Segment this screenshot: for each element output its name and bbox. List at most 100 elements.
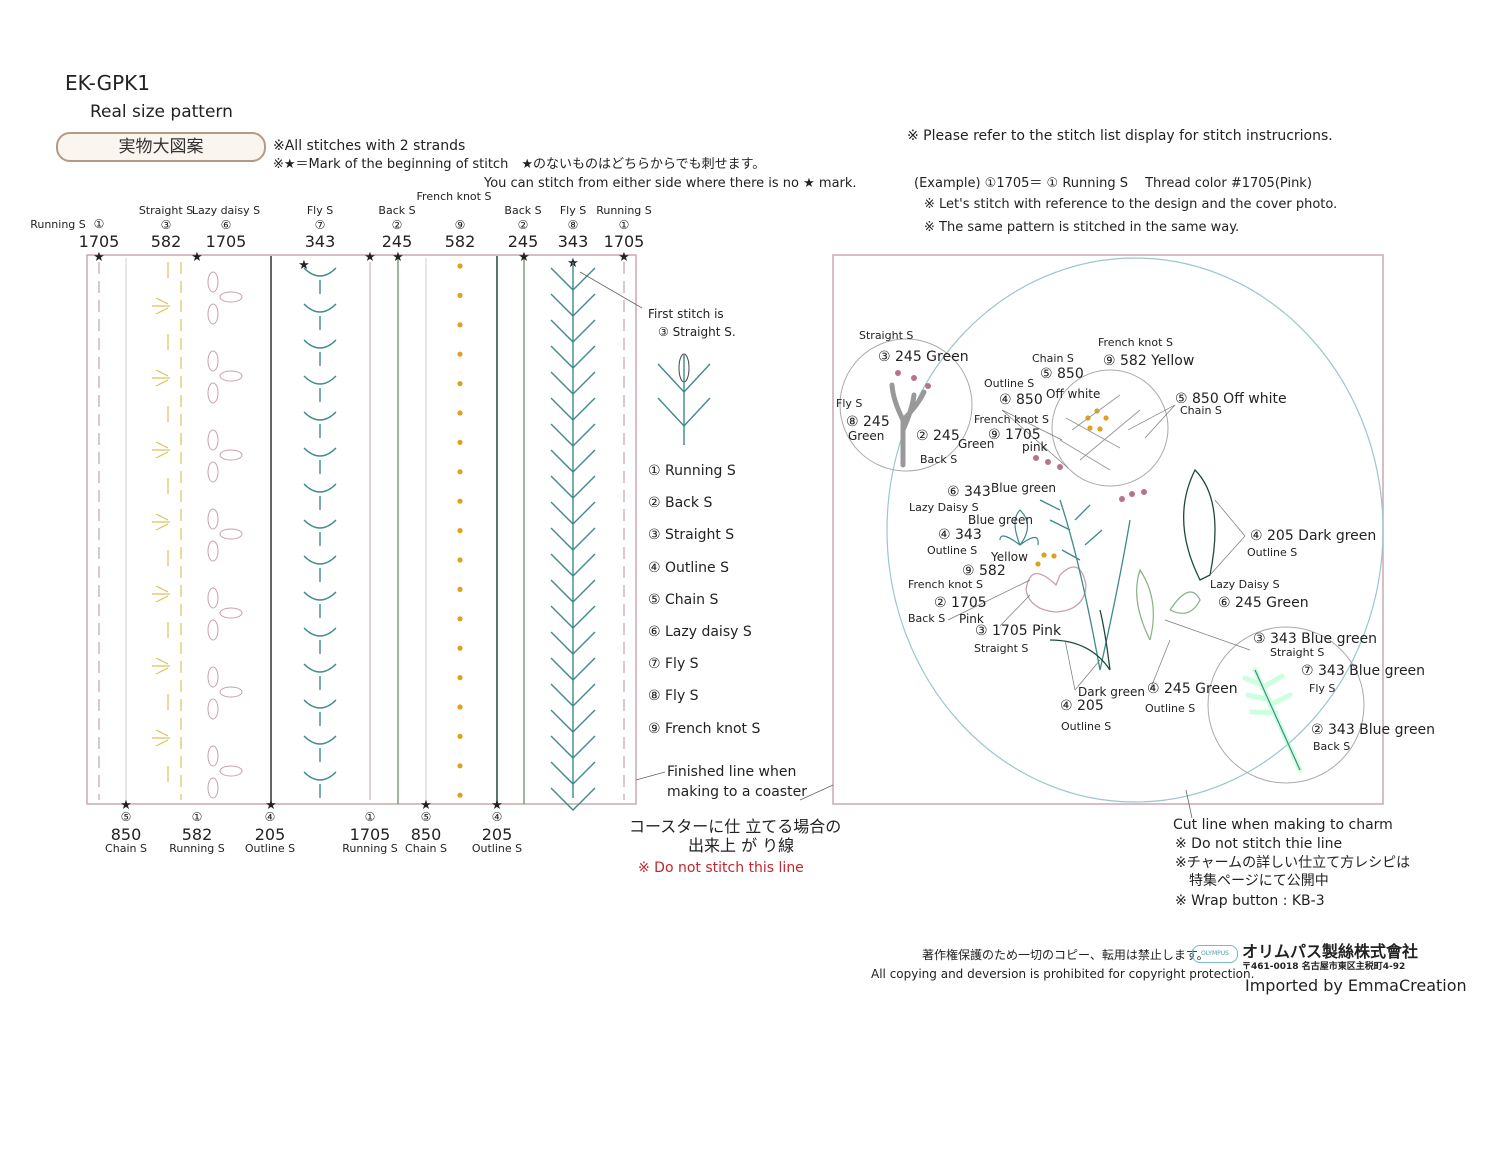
lazy-daisy-petal bbox=[207, 619, 219, 641]
star-mark-icon: ★ bbox=[93, 250, 105, 265]
fly-stitch bbox=[550, 345, 596, 369]
annotation-label: Fly S bbox=[1309, 682, 1336, 695]
legend-item: ⑨ French knot S bbox=[648, 720, 761, 737]
french-knot-dot bbox=[1097, 426, 1103, 432]
star-mark-icon: ★ bbox=[518, 250, 530, 265]
company-name: オリムパス製絲株式會社 bbox=[1242, 942, 1419, 961]
stitch-line bbox=[155, 297, 169, 305]
coaster-line-label-2: making to a coaster bbox=[667, 784, 807, 800]
french-knot-dot bbox=[457, 322, 463, 328]
leader-line bbox=[1001, 409, 1063, 441]
fly-stitch bbox=[303, 663, 337, 690]
annotation-label: ④ 850 bbox=[999, 392, 1043, 408]
annotation-label: Back S bbox=[908, 612, 946, 625]
bottom-label-thread: 1705 bbox=[349, 825, 391, 844]
olympus-logo: OLYMPUS bbox=[1192, 945, 1238, 963]
stitch-line bbox=[155, 379, 169, 387]
bottom-label-thread: 850 bbox=[110, 825, 142, 844]
star-mark-icon: ★ bbox=[364, 250, 376, 265]
annotation-label: ② 1705 bbox=[934, 595, 987, 611]
french-knot-dot bbox=[457, 439, 463, 445]
leader-line bbox=[1164, 619, 1251, 651]
french-knot-dot bbox=[1119, 496, 1125, 502]
bottom-label-number: ⑤ bbox=[120, 810, 132, 824]
lazy-daisy-petal bbox=[207, 540, 219, 562]
french-knot-dot bbox=[1103, 415, 1109, 421]
annotation-label: ④ 205 bbox=[1060, 698, 1104, 714]
fly-stitch bbox=[550, 761, 596, 785]
bottom-label-number: ④ bbox=[491, 810, 503, 824]
french-knot-dot bbox=[911, 375, 917, 381]
annotation-label: Blue green bbox=[991, 481, 1057, 495]
flower-motif bbox=[1025, 566, 1087, 613]
star-mark-icon: ★ bbox=[191, 250, 203, 265]
star-mark-icon: ★ bbox=[491, 798, 503, 813]
star-mark-icon: ★ bbox=[392, 250, 404, 265]
fly-stitch bbox=[303, 555, 337, 582]
french-knot-dot bbox=[1041, 552, 1047, 558]
annotation-label: Outline S bbox=[1061, 720, 1112, 733]
french-knot-dot bbox=[457, 469, 463, 475]
french-knot-dot bbox=[1141, 489, 1147, 495]
french-knot-dot bbox=[1045, 459, 1051, 465]
french-knot-dot bbox=[457, 616, 463, 622]
top-label-thread: 582 bbox=[444, 232, 476, 251]
leader-line bbox=[1001, 409, 1069, 469]
fly-stitch bbox=[550, 735, 596, 759]
french-knot-dot bbox=[457, 792, 463, 798]
fly-stitch bbox=[303, 483, 337, 510]
annotation-label: ④ 343 bbox=[938, 527, 982, 543]
lazy-daisy-petal bbox=[207, 271, 219, 293]
chain-stitch-motif bbox=[1059, 394, 1141, 471]
stitch-line bbox=[155, 513, 169, 521]
top-label-stitch: Fly S bbox=[306, 204, 334, 217]
annotation-label: French knot S bbox=[908, 578, 983, 591]
copyright-en: All copying and deversion is prohibited … bbox=[871, 967, 1255, 981]
leaf-motif bbox=[1049, 468, 1216, 671]
leader-line bbox=[1064, 639, 1076, 691]
annotation-label: French knot S bbox=[1098, 336, 1173, 349]
legend-item: ⑥ Lazy daisy S bbox=[648, 624, 752, 640]
fly-stitch bbox=[550, 267, 596, 291]
annotation-label: Dark green bbox=[1078, 685, 1145, 699]
lazy-daisy-petal bbox=[219, 370, 243, 382]
annotation-label: Chain S bbox=[1032, 352, 1074, 365]
lazy-daisy-petal bbox=[207, 777, 219, 799]
lazy-daisy-petal bbox=[219, 607, 243, 619]
french-knot-dot bbox=[457, 528, 463, 534]
fly-stitch bbox=[550, 293, 596, 317]
fly-stitch bbox=[303, 447, 337, 474]
fly-stitch bbox=[550, 319, 596, 343]
annotation-label: ⑧ 245 bbox=[846, 414, 890, 430]
stitch-line bbox=[155, 523, 169, 531]
fly-stitch bbox=[550, 397, 596, 421]
bottom-label-thread: 205 bbox=[254, 825, 286, 844]
star-mark-icon: ★ bbox=[298, 258, 310, 273]
fly-stitch bbox=[550, 709, 596, 733]
fly-stitch bbox=[550, 787, 596, 811]
top-label-thread: 1705 bbox=[78, 232, 120, 251]
fly-stitch bbox=[550, 475, 596, 499]
french-knot-dot bbox=[1033, 455, 1039, 461]
coaster-line-label: Finished line when bbox=[667, 764, 797, 780]
french-knot-dot bbox=[1035, 561, 1041, 567]
annotation-label: Blue green bbox=[968, 513, 1034, 527]
wrap-button-note: ※ Wrap button : KB-3 bbox=[1175, 893, 1325, 909]
fly-stitch bbox=[303, 771, 337, 798]
bottom-label-thread: 850 bbox=[410, 825, 442, 844]
leader-line bbox=[1074, 659, 1101, 691]
fly-stitch bbox=[303, 339, 337, 366]
stem-motif bbox=[889, 382, 927, 468]
french-knot-dot bbox=[457, 410, 463, 416]
pattern-code: EK-GPK1 bbox=[65, 71, 150, 95]
top-label-number: ① bbox=[93, 217, 105, 231]
top-label-thread: 582 bbox=[150, 232, 182, 251]
top-label-stitch: Lazy daisy S bbox=[191, 204, 261, 217]
annotation-label: pink bbox=[1022, 440, 1048, 454]
french-knot-dot bbox=[457, 263, 463, 269]
fly-stitch bbox=[303, 699, 337, 726]
fly-stitch bbox=[303, 519, 337, 546]
annotation-label: ⑦ 343 Blue green bbox=[1301, 663, 1426, 679]
annotation-label: ③ 1705 Pink bbox=[975, 623, 1062, 639]
stitch-list-note: ※ Please refer to the stitch list displa… bbox=[907, 128, 1333, 144]
